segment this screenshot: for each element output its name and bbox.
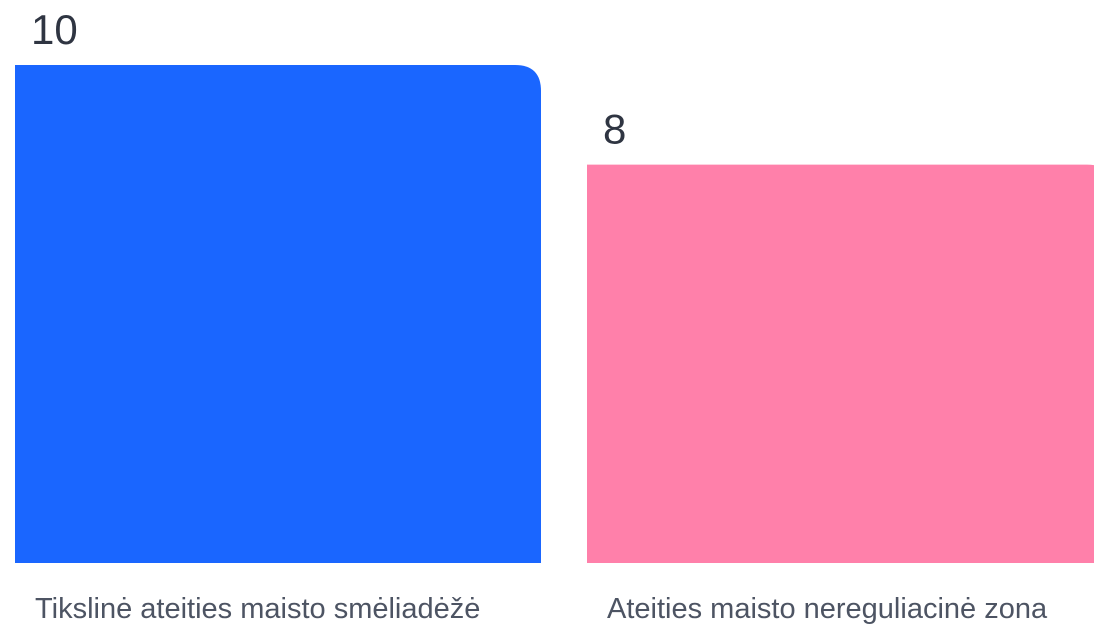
bar-value-label-1: 10 <box>31 6 78 53</box>
bar-1 <box>15 65 541 563</box>
category-label-2: Ateities maisto nereguliacinė zona <box>607 593 1048 625</box>
bar-2 <box>587 164 1094 563</box>
category-label-1: Tikslinė ateities maisto smėliadėžė <box>35 593 480 625</box>
bar-value-label-2: 8 <box>603 106 626 153</box>
